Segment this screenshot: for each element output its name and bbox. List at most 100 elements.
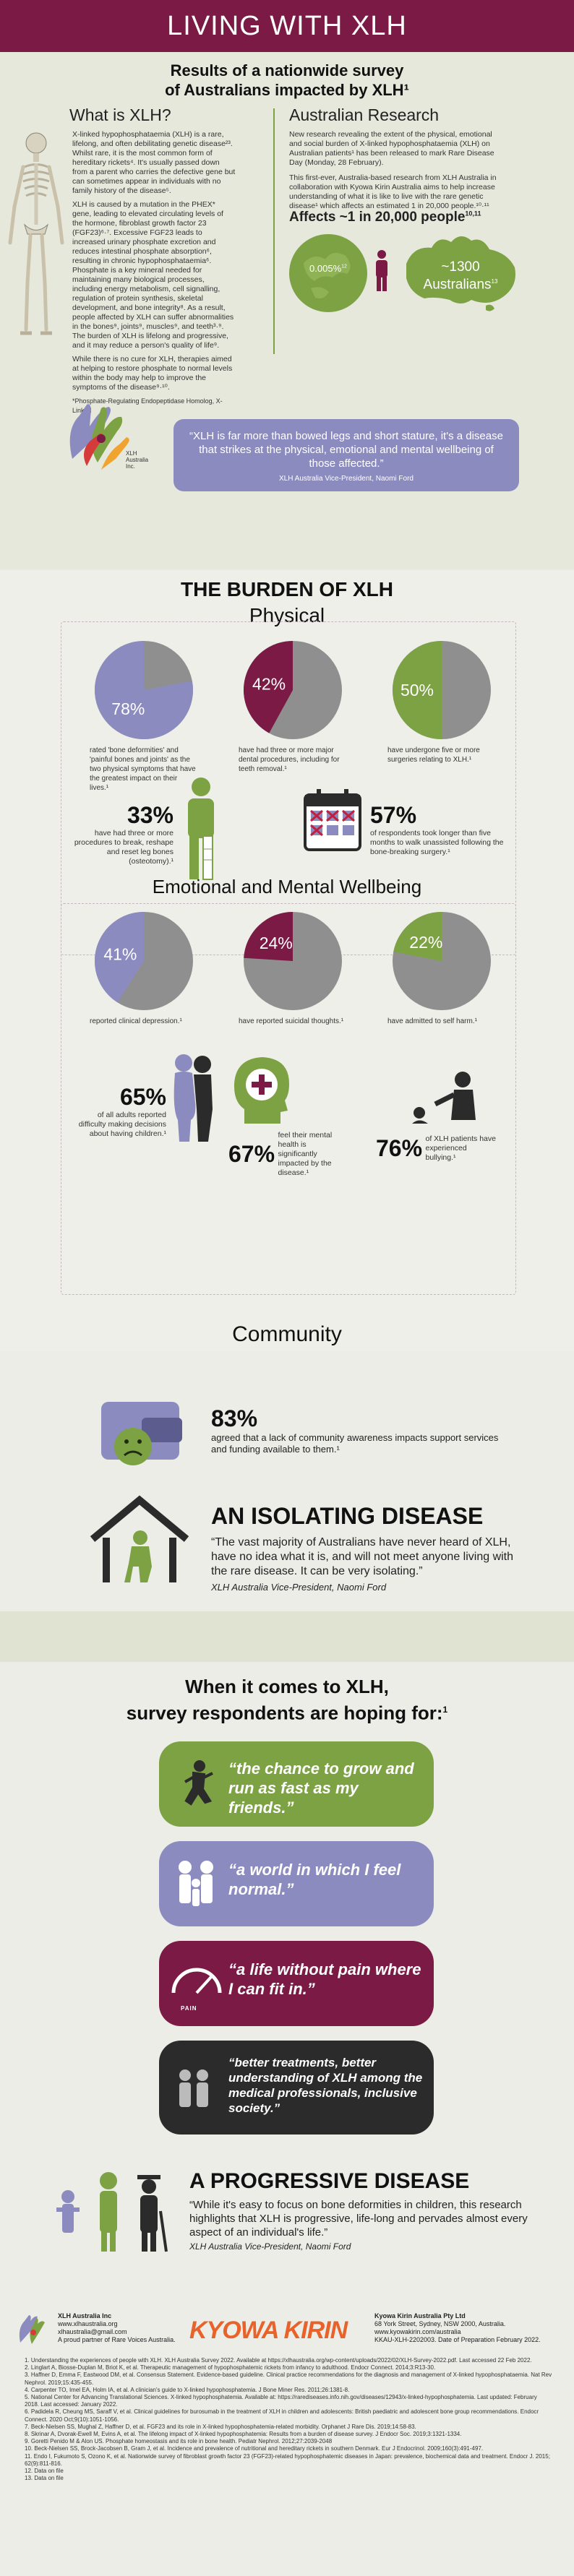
globe-pct: 0.005%12 bbox=[289, 263, 367, 274]
emotional-box bbox=[61, 903, 516, 1295]
hope-bubble-1: “the chance to grow and run as fast as m… bbox=[159, 1741, 434, 1827]
quote-1-text: “XLH is far more than bowed legs and sho… bbox=[189, 430, 503, 470]
emo-stat-3: 76% of XLH patients have experienced bul… bbox=[376, 1134, 521, 1163]
isolating-title: AN ISOLATING DISEASE bbox=[211, 1503, 484, 1529]
affects-sup: 10,11 bbox=[465, 210, 481, 217]
pie-caption: rated 'bone deformities' and 'painful bo… bbox=[90, 746, 196, 792]
progressive-title: A PROGRESSIVE DISEASE bbox=[189, 2169, 470, 2193]
life-stages-icon bbox=[51, 2168, 174, 2254]
references-list: 1. Understanding the experiences of peop… bbox=[25, 2357, 552, 2482]
emotional-pies: 41% reported clinical depression.¹ 24% have… bbox=[69, 907, 518, 1051]
physical-pie-2: 42% bbox=[244, 641, 342, 739]
australia-sup: 13 bbox=[491, 278, 498, 285]
what-is-para-2: XLH is caused by a mutation in the PHEX*… bbox=[72, 200, 234, 350]
people-icon bbox=[179, 2069, 208, 2107]
survey-title: Results of a nationwide survey of Austra… bbox=[0, 61, 574, 100]
pie-slice bbox=[94, 641, 193, 739]
emo-stat-3-value: 76% bbox=[376, 1135, 423, 1161]
globe-pct-value: 0.005% bbox=[309, 263, 342, 274]
reference-item: 8. Skrinar A, Dvorak-Ewell M, Evins A, e… bbox=[25, 2431, 462, 2438]
physical-stat-3: 50% have undergone five or more surgeries… bbox=[367, 636, 516, 764]
pie-label: 41% bbox=[103, 945, 137, 964]
pie-label: 78% bbox=[111, 699, 145, 718]
physical-stat-2: 42% have had three or more major dental p… bbox=[218, 636, 367, 774]
reference-item: 13. Data on file bbox=[25, 2475, 64, 2482]
isolating-block: AN ISOLATING DISEASE “The vast majority … bbox=[211, 1503, 529, 1593]
physical-stat-1: 78% rated 'bone deformities' and 'painful… bbox=[69, 636, 218, 793]
person-icon bbox=[372, 249, 391, 293]
survey-title-line2: of Australians impacted by XLH¹ bbox=[165, 81, 409, 99]
pie-slice bbox=[244, 641, 293, 733]
emotional-stat-1: 41% reported clinical depression.¹ bbox=[69, 907, 218, 1026]
reference-item: 12. Data on file bbox=[25, 2468, 64, 2475]
hope-bubble-4: “better treatments, better understanding… bbox=[159, 2041, 434, 2135]
footer-xlh-web[interactable]: www.xlhaustralia.org bbox=[58, 2320, 118, 2327]
reference-item: 1. Understanding the experiences of peop… bbox=[25, 2357, 532, 2364]
pie-slice bbox=[244, 912, 293, 961]
reference-item: 6. Padidela R, Cheung MS, Saraff V, et a… bbox=[25, 2408, 539, 2423]
research-para-2: This first-ever, Australia-based researc… bbox=[289, 173, 497, 210]
footer-xlh-name: XLH Australia Inc bbox=[58, 2312, 112, 2319]
hope-1-text: “the chance to grow and run as fast as m… bbox=[228, 1759, 414, 1817]
running-child-icon bbox=[184, 1760, 213, 1806]
australia-map-icon: ~1300 Australians13 bbox=[399, 228, 522, 314]
affects-line: Affects ~1 in 20,000 people10,11 bbox=[289, 210, 481, 225]
community-title: Community bbox=[232, 1322, 342, 1346]
pie-label: 42% bbox=[252, 675, 286, 694]
calendar-icon bbox=[304, 788, 361, 853]
hoping-title-sup: 1 bbox=[442, 1705, 448, 1715]
pie-slice bbox=[393, 912, 442, 961]
pie-caption: have undergone five or more surgeries re… bbox=[387, 746, 480, 764]
emotional-pie-2: 24% bbox=[244, 912, 342, 1010]
research-heading: Australian Research bbox=[289, 105, 440, 124]
footer-xlh-email[interactable]: xlhaustralia@gmail.com bbox=[58, 2328, 127, 2335]
research-para-1: New research revealing the extent of the… bbox=[289, 130, 494, 167]
affects-text: Affects ~1 in 20,000 people bbox=[289, 210, 466, 225]
hope-2-text: “a world in which I feel normal.” bbox=[228, 1861, 401, 1898]
pie-slice bbox=[393, 641, 442, 739]
banner-title: LIVING WITH XLH bbox=[167, 11, 407, 41]
phys-stat-1-text: have had three or more procedures to bre… bbox=[74, 829, 174, 866]
isolated-person-house-icon bbox=[85, 1494, 194, 1588]
hope-bubble-3: PAIN “a life without pain where I can fi… bbox=[159, 1941, 434, 2026]
pie-label: 22% bbox=[409, 933, 442, 952]
phys-stat-1-value: 33% bbox=[127, 802, 174, 828]
footer-kk-name: Kyowa Kirin Australia Pty Ltd bbox=[374, 2312, 466, 2319]
progressive-block: A PROGRESSIVE DISEASE “While it's easy t… bbox=[189, 2169, 529, 2252]
what-is-body: X-linked hypophosphataemia (XLH) is a ra… bbox=[72, 130, 236, 415]
globe-icon bbox=[304, 253, 351, 298]
emotional-stat-2: 24% have reported suicidal thoughts.¹ bbox=[218, 907, 367, 1026]
reference-item: 10. Beck-Nielsen SS, Brock-Jacobsen B, G… bbox=[25, 2445, 484, 2452]
column-divider bbox=[273, 108, 275, 354]
hoping-title: When it comes to XLH, survey respondents… bbox=[0, 1675, 574, 1725]
what-is-para-3: While there is no cure for XLH, therapie… bbox=[72, 355, 233, 392]
bullying-icon bbox=[376, 1069, 521, 1127]
globe-circle: 0.005%12 bbox=[289, 234, 367, 312]
footer-kk-web[interactable]: www.kyowakirin.com/australia bbox=[374, 2328, 461, 2335]
skeleton-icon bbox=[3, 127, 69, 344]
emo-stat-2: 67% feel their mental health is signific… bbox=[228, 1131, 344, 1178]
kyowa-kirin-logo: KYOWA KIRIN bbox=[189, 2317, 348, 2344]
pie-slice bbox=[95, 912, 144, 1003]
phys-stat-1: 33% have had three or more procedures to… bbox=[72, 802, 174, 866]
reference-item: 11. Endo I, Fukumoto S, Ozono K, et al. … bbox=[25, 2452, 550, 2467]
emo-stat-1-text: of all adults reported difficulty making… bbox=[78, 1111, 166, 1138]
emo-stat-1: 65% of all adults reported difficulty ma… bbox=[72, 1084, 166, 1139]
pie-caption: reported clinical depression.¹ bbox=[90, 1017, 182, 1025]
australia-label: Australians bbox=[423, 277, 492, 293]
footer-kk-info: Kyowa Kirin Australia Pty Ltd 68 York St… bbox=[374, 2312, 541, 2344]
physical-pie-1: 78% bbox=[94, 641, 193, 739]
what-is-heading: What is XLH? bbox=[69, 105, 171, 124]
reference-item: 7. Beck-Nielsen SS, Mughal Z, Haffner D,… bbox=[25, 2423, 416, 2430]
pie-label: 50% bbox=[400, 681, 434, 699]
hoping-title-line1: When it comes to XLH, bbox=[185, 1676, 389, 1697]
emotional-title: Emotional and Mental Wellbeing bbox=[152, 876, 422, 897]
family-icon bbox=[179, 1861, 213, 1906]
physical-pie-3: 50% bbox=[393, 641, 491, 739]
emotional-pie-1: 41% bbox=[95, 912, 193, 1010]
quote-1-attribution: XLH Australia Vice-President, Naomi Ford bbox=[278, 475, 414, 483]
pain-gauge-label: PAIN bbox=[181, 2005, 197, 2012]
pie-label: 24% bbox=[260, 934, 293, 952]
australia-count-value: ~1300 bbox=[441, 259, 480, 275]
pie-caption: have admitted to self harm.¹ bbox=[387, 1017, 477, 1025]
